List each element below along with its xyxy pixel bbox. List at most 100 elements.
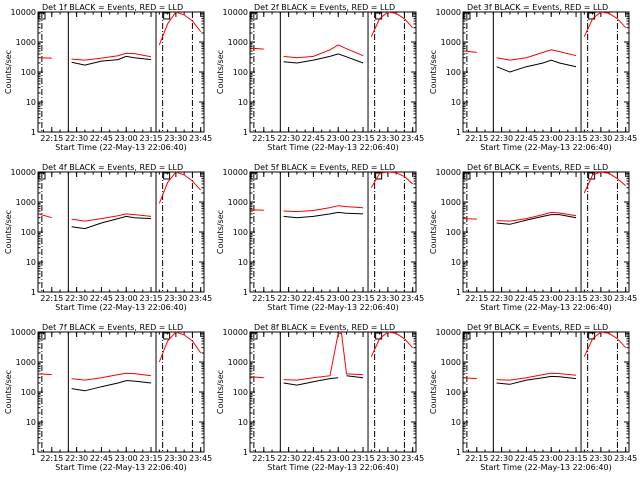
corner-box-marker: [588, 332, 596, 340]
x-tick-label: 22:30: [277, 134, 300, 143]
corner-box-marker: [38, 12, 46, 20]
y-tick-label: 100: [21, 228, 36, 237]
plot-frame: [37, 171, 205, 293]
x-axis-label: Start Time (22-May-13 22:06:40): [55, 143, 186, 152]
y-tick-label: 10000: [436, 328, 461, 337]
y-tick-label: 10: [26, 418, 36, 427]
x-tick-label: 22:15: [252, 454, 275, 463]
y-tick-label: 1: [31, 448, 36, 457]
events-line: [283, 211, 364, 219]
x-tick-label: 23:45: [614, 454, 637, 463]
lld-line: [250, 12, 414, 59]
events-line: [71, 215, 152, 230]
panel-title: Det 1f BLACK = Events, RED = LLD: [42, 3, 183, 12]
y-tick-label: 1000: [16, 38, 36, 47]
corner-box-marker: [463, 172, 471, 180]
panel-title: Det 6f BLACK = Events, RED = LLD: [467, 163, 608, 172]
y-tick-label: 100: [21, 388, 36, 397]
y-axis-label: Counts/sec: [216, 370, 225, 414]
x-tick-label: 23:00: [115, 134, 138, 143]
x-tick-label: 22:30: [277, 454, 300, 463]
y-tick-label: 1000: [441, 198, 461, 207]
x-tick-label: 22:45: [302, 134, 325, 143]
corner-box-marker: [463, 12, 471, 20]
y-tick-label: 10000: [11, 328, 36, 337]
y-tick-label: 100: [21, 68, 36, 77]
x-tick-label: 23:15: [140, 134, 163, 143]
y-tick-label: 1000: [16, 358, 36, 367]
x-tick-label: 22:45: [515, 294, 538, 303]
panel-title: Det 5f BLACK = Events, RED = LLD: [254, 163, 395, 172]
x-tick-label: 23:45: [614, 134, 637, 143]
x-tick-label: 23:00: [115, 294, 138, 303]
detector-panel: Det 3f BLACK = Events, RED = LLD 1 10 100 10…: [429, 3, 637, 152]
plot-frame: [462, 11, 630, 133]
x-tick-label: 23:00: [327, 454, 350, 463]
x-tick-label: 22:30: [65, 134, 88, 143]
panel-title: Det 8f BLACK = Events, RED = LLD: [254, 323, 395, 332]
corner-box-marker: [375, 332, 383, 340]
x-tick-label: 22:15: [465, 134, 488, 143]
x-tick-label: 22:30: [490, 134, 513, 143]
x-tick-label: 23:15: [565, 454, 588, 463]
corner-box-marker: [463, 332, 471, 340]
corner-box-marker: [250, 332, 258, 340]
x-axis-label: Start Time (22-May-13 22:06:40): [267, 463, 398, 472]
y-tick-label: 1: [31, 288, 36, 297]
x-tick-label: 22:30: [490, 454, 513, 463]
y-axis-label: Counts/sec: [429, 50, 438, 94]
detector-panel: Det 9f BLACK = Events, RED = LLD 1 10 100 10…: [429, 323, 637, 472]
panel-title: Det 3f BLACK = Events, RED = LLD: [467, 3, 608, 12]
lld-line: [463, 172, 627, 222]
corner-box-marker: [588, 172, 596, 180]
y-tick-label: 10: [451, 98, 461, 107]
y-axis-label: Counts/sec: [216, 50, 225, 94]
y-tick-label: 1: [243, 128, 248, 137]
lld-line: [38, 332, 202, 381]
x-tick-label: 22:45: [90, 454, 113, 463]
corner-box-marker: [38, 172, 46, 180]
y-tick-label: 1000: [228, 38, 248, 47]
y-tick-label: 10: [238, 98, 248, 107]
y-tick-label: 10000: [223, 328, 248, 337]
lld-line: [38, 12, 202, 61]
x-tick-label: 23:15: [352, 134, 375, 143]
y-tick-label: 10000: [436, 8, 461, 17]
plot-frame: [249, 171, 417, 293]
y-tick-label: 1: [243, 288, 248, 297]
x-tick-label: 23:30: [164, 134, 187, 143]
detector-panel: Det 8f BLACK = Events, RED = LLD 1 10 100 10…: [216, 323, 424, 472]
x-tick-label: 22:45: [90, 294, 113, 303]
x-tick-label: 23:45: [401, 454, 424, 463]
x-tick-label: 23:30: [164, 454, 187, 463]
y-axis-label: Counts/sec: [216, 210, 225, 254]
events-line: [283, 375, 364, 386]
y-tick-label: 100: [446, 228, 461, 237]
x-axis-label: Start Time (22-May-13 22:06:40): [267, 303, 398, 312]
plot-frame: [37, 331, 205, 453]
corner-box-marker: [163, 12, 171, 20]
x-tick-label: 23:00: [540, 134, 563, 143]
x-tick-label: 22:45: [515, 454, 538, 463]
corner-box-marker: [375, 12, 383, 20]
y-tick-label: 1000: [16, 198, 36, 207]
events-line: [496, 214, 577, 225]
x-tick-label: 23:30: [164, 294, 187, 303]
y-tick-label: 1: [243, 448, 248, 457]
plot-frame: [462, 331, 630, 453]
x-tick-label: 23:15: [565, 294, 588, 303]
corner-box-marker: [250, 12, 258, 20]
plot-frame: [37, 11, 205, 133]
events-line: [283, 53, 364, 64]
x-tick-label: 23:00: [327, 134, 350, 143]
y-tick-label: 100: [446, 388, 461, 397]
events-line: [496, 375, 577, 385]
x-tick-label: 22:15: [252, 294, 275, 303]
x-tick-label: 23:30: [376, 454, 399, 463]
x-tick-label: 23:15: [352, 454, 375, 463]
x-axis-label: Start Time (22-May-13 22:06:40): [480, 303, 611, 312]
x-tick-label: 23:45: [189, 294, 212, 303]
y-tick-label: 10: [238, 418, 248, 427]
lld-line: [250, 332, 414, 381]
panel-title: Det 9f BLACK = Events, RED = LLD: [467, 323, 608, 332]
